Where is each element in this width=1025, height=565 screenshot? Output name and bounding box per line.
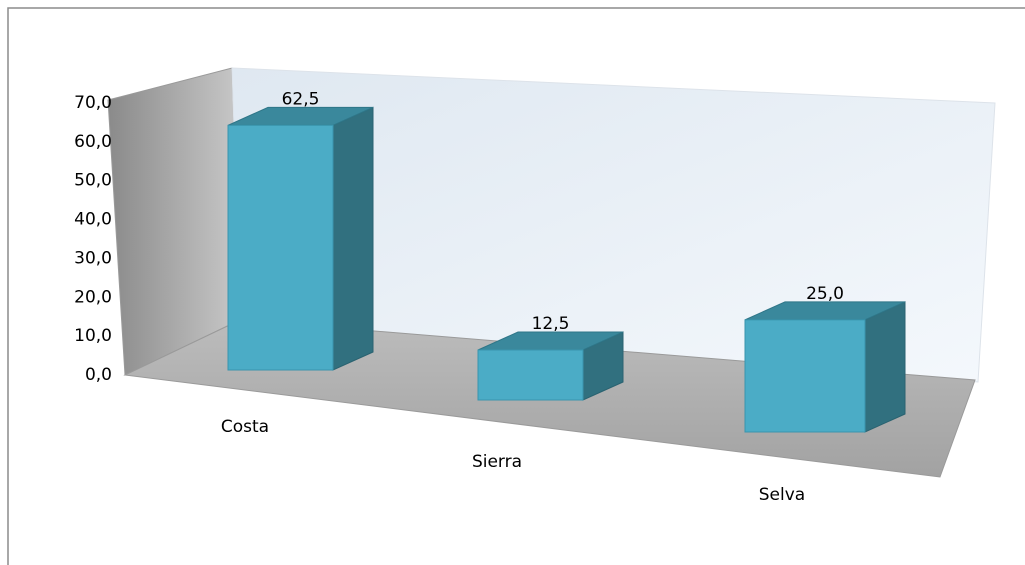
bar-side [864,301,906,433]
y-tick-label: 20,0 [74,287,112,307]
x-tick-label: Sierra [472,452,522,472]
bar [744,319,866,433]
x-tick-label: Costa [221,417,269,437]
bar [477,349,584,401]
data-label: 12,5 [532,314,570,334]
y-tick-label: 0,0 [85,365,112,385]
bar [227,124,334,371]
x-tick-label: Selva [759,485,805,505]
y-tick-label: 60,0 [74,132,112,152]
data-label: 25,0 [806,284,844,304]
bar-side [332,106,374,371]
y-tick-label: 50,0 [74,171,112,191]
frame [7,7,1025,565]
y-tick-label: 70,0 [74,93,112,113]
data-label: 62,5 [282,89,320,109]
y-tick-label: 30,0 [74,248,112,268]
y-tick-label: 10,0 [74,326,112,346]
y-tick-label: 40,0 [74,210,112,230]
